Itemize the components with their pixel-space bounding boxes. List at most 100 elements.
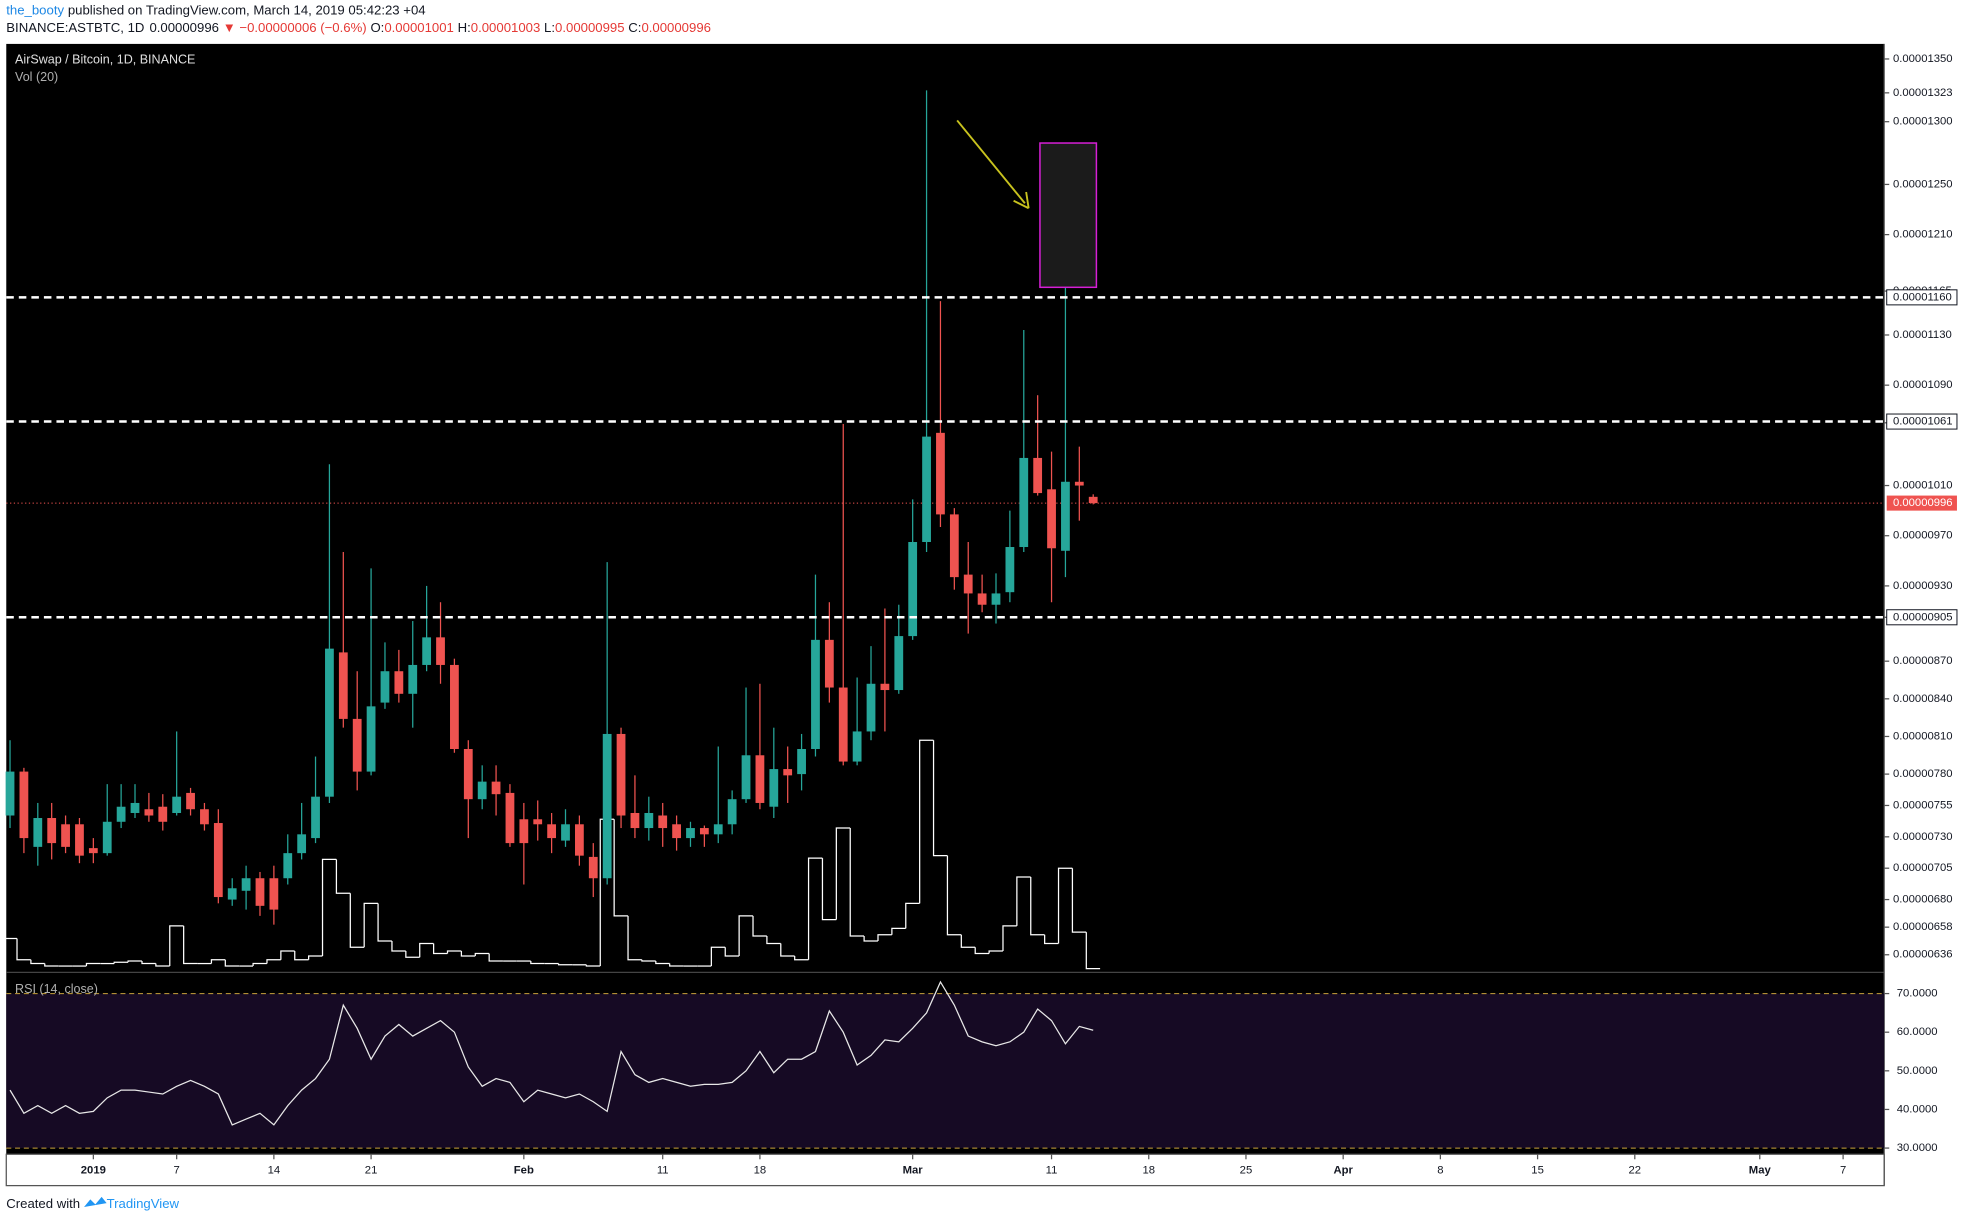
price: 0.00000996 [149, 20, 219, 35]
x-tick-label: 18 [754, 1165, 767, 1177]
candle-body [755, 755, 765, 803]
volume-step [349, 893, 365, 948]
volume-step [321, 858, 337, 957]
candle-body [824, 639, 834, 688]
candle-body [588, 856, 598, 879]
volume-step [335, 859, 351, 894]
candle-body [477, 781, 487, 800]
candle-body [130, 802, 140, 813]
candle-body [144, 809, 154, 816]
x-tick-label: 14 [268, 1165, 281, 1177]
footer-brand[interactable]: TradingView [107, 1196, 180, 1211]
volume-step [585, 964, 601, 967]
ohlc-value: 0.00000995 [555, 20, 625, 35]
candle-body [1019, 457, 1029, 548]
volume-step [224, 959, 240, 967]
arrow-head [1013, 191, 1030, 210]
candle-body [866, 683, 876, 732]
candle-body [255, 878, 265, 906]
candle-body [1047, 489, 1056, 549]
volume-step [44, 963, 59, 967]
candle-body [519, 819, 529, 844]
y-tick-label: 0.00001130 [1893, 329, 1952, 341]
volume-step [1044, 934, 1059, 945]
y-tick-label: 0.00001250 [1893, 178, 1953, 190]
candle-body [547, 824, 557, 839]
plot-background [6, 43, 1885, 1155]
x-tick-label: Mar [903, 1165, 924, 1177]
ohlc-label: H: [458, 20, 471, 35]
ohlc-value: 0.00000996 [641, 20, 711, 35]
candle-body [33, 818, 43, 847]
volume-step [1002, 925, 1017, 952]
y-tick-label: 0.00001010 [1893, 480, 1953, 492]
header-line-1: the_booty published on TradingView.com, M… [6, 3, 425, 18]
volume-step [613, 819, 628, 917]
author[interactable]: the_booty [6, 3, 64, 18]
candle-body [686, 828, 695, 839]
front-layer: 0.00001350 0.00001323 0.00001300 0.00001250… [6, 53, 1958, 1177]
candle-body [1061, 481, 1070, 551]
candle-body [769, 769, 779, 807]
candle-body [713, 824, 723, 835]
symbol: BINANCE:ASTBTC, 1D [6, 20, 144, 35]
volume-step [266, 959, 281, 964]
price-line-label: 0.00001160 [1893, 291, 1952, 303]
rsi-tick-label: 60.0000 [1897, 1026, 1938, 1038]
header-line-2: BINANCE:ASTBTC, 1D 0.00000996 ▼ −0.0000000… [6, 20, 711, 35]
last-price-box [1886, 495, 1957, 511]
candle-body [672, 824, 681, 839]
x-tick-label: 7 [174, 1165, 180, 1177]
candle-body [213, 823, 223, 898]
volume-step [557, 963, 573, 966]
candle-body [61, 824, 70, 847]
candle-body [741, 755, 751, 800]
candle-body [1005, 547, 1015, 593]
volume-step [169, 925, 184, 967]
candle-body [491, 781, 501, 795]
candle-body [422, 637, 432, 665]
candle-body [727, 799, 737, 825]
y-tick-label: 0.00000810 [1893, 730, 1953, 742]
candle-body [436, 637, 445, 665]
volume-step [127, 960, 142, 963]
price-line-label-box [1886, 289, 1958, 306]
time-axis-background [5, 1153, 1885, 1187]
candle-body [186, 792, 195, 810]
arrow-shaft [956, 119, 1026, 204]
candle-body [380, 671, 390, 703]
x-tick-label: 7 [1840, 1165, 1846, 1177]
rsi-title: RSI (14, close) [15, 982, 98, 996]
x-tick-label: 22 [1629, 1165, 1642, 1177]
candle-body [838, 687, 848, 762]
candle-body [297, 834, 307, 854]
x-tick-label: 11 [1046, 1165, 1058, 1177]
volume-step [877, 934, 892, 941]
candle-body [908, 541, 918, 637]
x-tick-label: 2019 [81, 1165, 106, 1177]
volume-step [1016, 876, 1031, 926]
x-tick-label: 11 [657, 1165, 669, 1177]
candle-body [241, 878, 251, 891]
volume-step [932, 740, 948, 857]
y-tick-label: 0.00000840 [1893, 693, 1953, 705]
candle-body [116, 806, 126, 822]
footer-logo [84, 1196, 107, 1207]
rsi-tick-label: 50.0000 [1897, 1065, 1938, 1077]
volume-step [308, 955, 323, 960]
y-tick-label: 0.00001090 [1893, 379, 1953, 391]
volume-step [794, 956, 809, 961]
volume-step [627, 915, 642, 961]
published: published on TradingView.com, March 14, … [68, 3, 426, 18]
x-tick-label: 18 [1142, 1165, 1155, 1177]
y-tick-label: 0.00001300 [1893, 116, 1953, 128]
y-tick-label: 0.00000636 [1893, 949, 1953, 961]
candle-body [797, 749, 806, 775]
volume-step [183, 925, 198, 965]
volume-step [363, 902, 378, 948]
volume-step [780, 943, 795, 957]
x-tick-label: Feb [514, 1165, 534, 1177]
rsi-tick-label: 40.0000 [1897, 1103, 1938, 1115]
volume-step [446, 950, 462, 954]
